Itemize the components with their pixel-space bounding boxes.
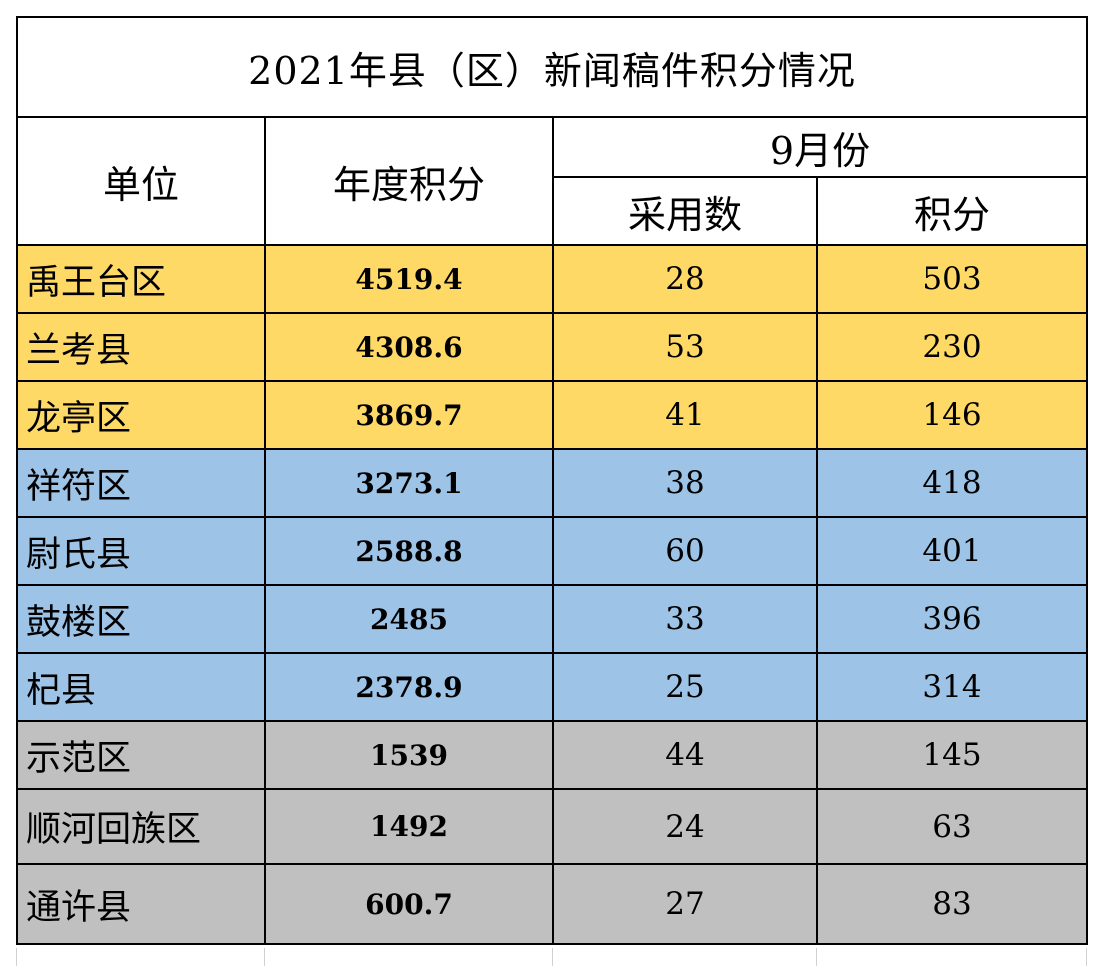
month-score-cell[interactable]: 146 [815,380,1089,450]
adopted-count-cell[interactable]: 24 [552,788,818,865]
table-row: 示范区 1539 44 145 [16,720,1089,790]
unit-cell[interactable]: 兰考县 [16,312,266,382]
unit-cell[interactable]: 杞县 [16,652,266,722]
unit-cell[interactable]: 禹王台区 [16,244,266,314]
adopted-count-cell[interactable]: 38 [552,448,818,518]
annual-score-cell[interactable]: 4519.4 [264,244,554,314]
month-score-cell[interactable]: 83 [815,863,1089,945]
score-table-sheet: 2021年县（区）新闻稿件积分情况 单位 年度积分 9月份 采用数 积分 禹王台… [15,16,1089,945]
sheet-gridline [552,948,553,966]
table-row: 通许县 600.7 27 83 [16,863,1089,945]
table-row: 龙亭区 3869.7 41 146 [16,380,1089,450]
header-unit: 单位 [16,116,266,246]
adopted-count-cell[interactable]: 53 [552,312,818,382]
adopted-count-cell[interactable]: 41 [552,380,818,450]
unit-cell[interactable]: 顺河回族区 [16,788,266,865]
unit-cell[interactable]: 祥符区 [16,448,266,518]
annual-score-cell[interactable]: 1492 [264,788,554,865]
month-score-cell[interactable]: 401 [815,516,1089,586]
sheet-gridline [816,948,817,966]
header-adopted-count: 采用数 [552,176,818,246]
unit-cell[interactable]: 尉氏县 [16,516,266,586]
adopted-count-cell[interactable]: 60 [552,516,818,586]
adopted-count-cell[interactable]: 25 [552,652,818,722]
annual-score-cell[interactable]: 2378.9 [264,652,554,722]
sheet-gridline [264,948,265,966]
annual-score-cell[interactable]: 1539 [264,720,554,790]
annual-score-cell[interactable]: 3869.7 [264,380,554,450]
month-score-cell[interactable]: 418 [815,448,1089,518]
unit-cell[interactable]: 示范区 [16,720,266,790]
month-score-cell[interactable]: 230 [815,312,1089,382]
sheet-gridline [16,948,17,966]
header-month-score: 积分 [815,176,1089,246]
annual-score-cell[interactable]: 4308.6 [264,312,554,382]
month-score-cell[interactable]: 63 [815,788,1089,865]
table-row: 杞县 2378.9 25 314 [16,652,1089,722]
adopted-count-cell[interactable]: 44 [552,720,818,790]
sheet-gridline [1086,948,1087,966]
annual-score-cell[interactable]: 3273.1 [264,448,554,518]
unit-cell[interactable]: 通许县 [16,863,266,945]
annual-score-cell[interactable]: 2588.8 [264,516,554,586]
table-row: 兰考县 4308.6 53 230 [16,312,1089,382]
month-score-cell[interactable]: 396 [815,584,1089,654]
unit-cell[interactable]: 鼓楼区 [16,584,266,654]
annual-score-cell[interactable]: 2485 [264,584,554,654]
adopted-count-cell[interactable]: 28 [552,244,818,314]
month-score-cell[interactable]: 145 [815,720,1089,790]
table-row: 顺河回族区 1492 24 63 [16,788,1089,865]
adopted-count-cell[interactable]: 33 [552,584,818,654]
adopted-count-cell[interactable]: 27 [552,863,818,945]
table-title: 2021年县（区）新闻稿件积分情况 [15,16,1089,118]
header-annual-score: 年度积分 [264,116,554,246]
month-score-cell[interactable]: 503 [815,244,1089,314]
annual-score-cell[interactable]: 600.7 [264,863,554,945]
header-month: 9月份 [551,116,1089,178]
score-table: 2021年县（区）新闻稿件积分情况 单位 年度积分 9月份 采用数 积分 禹王台… [15,16,1089,945]
table-row: 祥符区 3273.1 38 418 [16,448,1089,518]
month-score-cell[interactable]: 314 [815,652,1089,722]
table-row: 鼓楼区 2485 33 396 [16,584,1089,654]
table-row: 禹王台区 4519.4 28 503 [16,244,1089,314]
table-row: 尉氏县 2588.8 60 401 [16,516,1089,586]
unit-cell[interactable]: 龙亭区 [16,380,266,450]
